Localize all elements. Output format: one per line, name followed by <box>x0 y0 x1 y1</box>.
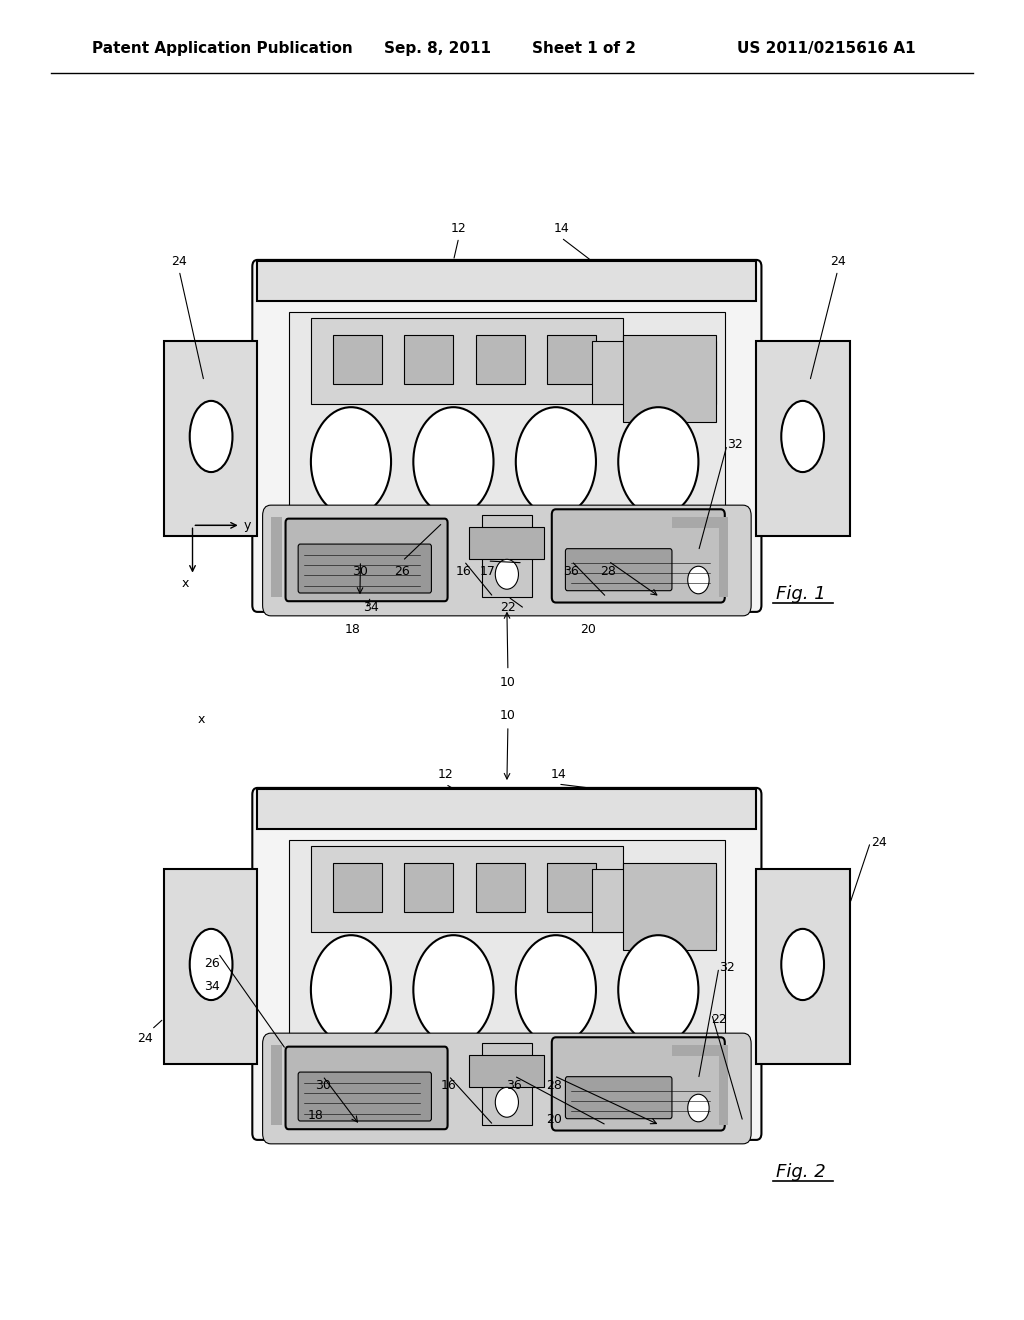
Text: y: y <box>244 519 252 532</box>
Text: 30: 30 <box>352 565 369 578</box>
Text: 36: 36 <box>506 1078 522 1092</box>
Text: Sep. 8, 2011: Sep. 8, 2011 <box>384 41 490 57</box>
Bar <box>482 515 531 597</box>
Bar <box>547 863 596 912</box>
Bar <box>257 261 757 301</box>
Text: 32: 32 <box>727 438 743 451</box>
Polygon shape <box>270 1045 283 1125</box>
Ellipse shape <box>516 935 596 1044</box>
Text: US 2011/0215616 A1: US 2011/0215616 A1 <box>737 41 915 57</box>
FancyBboxPatch shape <box>262 1034 752 1144</box>
Text: 16: 16 <box>440 1078 457 1092</box>
Text: 24: 24 <box>137 1032 154 1045</box>
FancyBboxPatch shape <box>286 519 447 601</box>
Polygon shape <box>672 1045 728 1125</box>
Text: 26: 26 <box>394 565 411 578</box>
Bar <box>623 863 716 949</box>
Bar <box>623 335 716 421</box>
Text: x: x <box>181 577 189 590</box>
Ellipse shape <box>189 929 232 1001</box>
Bar <box>311 846 623 932</box>
Text: 18: 18 <box>344 623 360 636</box>
Bar <box>311 318 623 404</box>
FancyBboxPatch shape <box>552 510 725 602</box>
Text: Sheet 1 of 2: Sheet 1 of 2 <box>532 41 637 57</box>
Text: 10: 10 <box>500 676 516 689</box>
Ellipse shape <box>688 566 709 594</box>
Bar <box>476 863 524 912</box>
Ellipse shape <box>311 935 391 1044</box>
Text: Fig. 1: Fig. 1 <box>776 585 826 603</box>
Ellipse shape <box>414 935 494 1044</box>
FancyBboxPatch shape <box>262 506 752 616</box>
Bar <box>404 335 454 384</box>
Text: 28: 28 <box>600 565 616 578</box>
Bar <box>757 869 850 1064</box>
Bar <box>476 335 524 384</box>
Text: 32: 32 <box>719 961 735 974</box>
FancyBboxPatch shape <box>252 260 762 612</box>
Text: 16: 16 <box>456 565 472 578</box>
Bar <box>469 1055 545 1088</box>
FancyBboxPatch shape <box>298 1072 431 1121</box>
FancyBboxPatch shape <box>252 788 762 1140</box>
Ellipse shape <box>781 929 824 1001</box>
Text: 22: 22 <box>711 1012 727 1026</box>
Text: 12: 12 <box>437 768 454 781</box>
Ellipse shape <box>688 1094 709 1122</box>
Ellipse shape <box>189 401 232 473</box>
Text: 18: 18 <box>307 1109 324 1122</box>
Text: 24: 24 <box>870 836 887 849</box>
Text: 26: 26 <box>204 957 220 970</box>
Bar <box>404 863 454 912</box>
FancyBboxPatch shape <box>286 1047 447 1129</box>
Text: Fig. 2: Fig. 2 <box>776 1163 826 1181</box>
Polygon shape <box>672 517 728 597</box>
Bar <box>257 789 757 829</box>
Bar <box>289 313 725 582</box>
Polygon shape <box>270 517 283 597</box>
FancyBboxPatch shape <box>565 1077 672 1119</box>
Bar <box>482 1043 531 1125</box>
Text: 14: 14 <box>553 222 569 235</box>
Text: 14: 14 <box>550 768 566 781</box>
Bar <box>333 335 382 384</box>
FancyBboxPatch shape <box>298 544 431 593</box>
Text: 30: 30 <box>314 1078 331 1092</box>
FancyBboxPatch shape <box>565 549 672 591</box>
Bar <box>333 863 382 912</box>
Bar <box>164 341 257 536</box>
Text: 34: 34 <box>204 979 220 993</box>
Text: 20: 20 <box>546 1113 562 1126</box>
Ellipse shape <box>311 407 391 516</box>
Text: 24: 24 <box>829 255 846 268</box>
Ellipse shape <box>618 935 698 1044</box>
Text: 34: 34 <box>362 601 379 614</box>
Text: 36: 36 <box>563 565 580 578</box>
FancyBboxPatch shape <box>552 1038 725 1130</box>
Bar <box>592 869 716 932</box>
Text: x: x <box>198 713 206 726</box>
Text: 17: 17 <box>479 565 496 578</box>
Ellipse shape <box>781 401 824 473</box>
Bar <box>547 335 596 384</box>
Text: Patent Application Publication: Patent Application Publication <box>92 41 353 57</box>
Text: 20: 20 <box>580 623 596 636</box>
Text: 28: 28 <box>546 1078 562 1092</box>
Bar <box>289 841 725 1110</box>
Ellipse shape <box>496 1088 518 1117</box>
Bar <box>469 527 545 560</box>
Text: 22: 22 <box>500 601 516 614</box>
Bar <box>164 869 257 1064</box>
Ellipse shape <box>618 407 698 516</box>
Text: 10: 10 <box>500 709 516 722</box>
Text: 12: 12 <box>451 222 467 235</box>
Bar <box>757 341 850 536</box>
Ellipse shape <box>414 407 494 516</box>
Ellipse shape <box>496 560 518 589</box>
Ellipse shape <box>516 407 596 516</box>
Text: 24: 24 <box>171 255 187 268</box>
Bar <box>592 341 716 404</box>
